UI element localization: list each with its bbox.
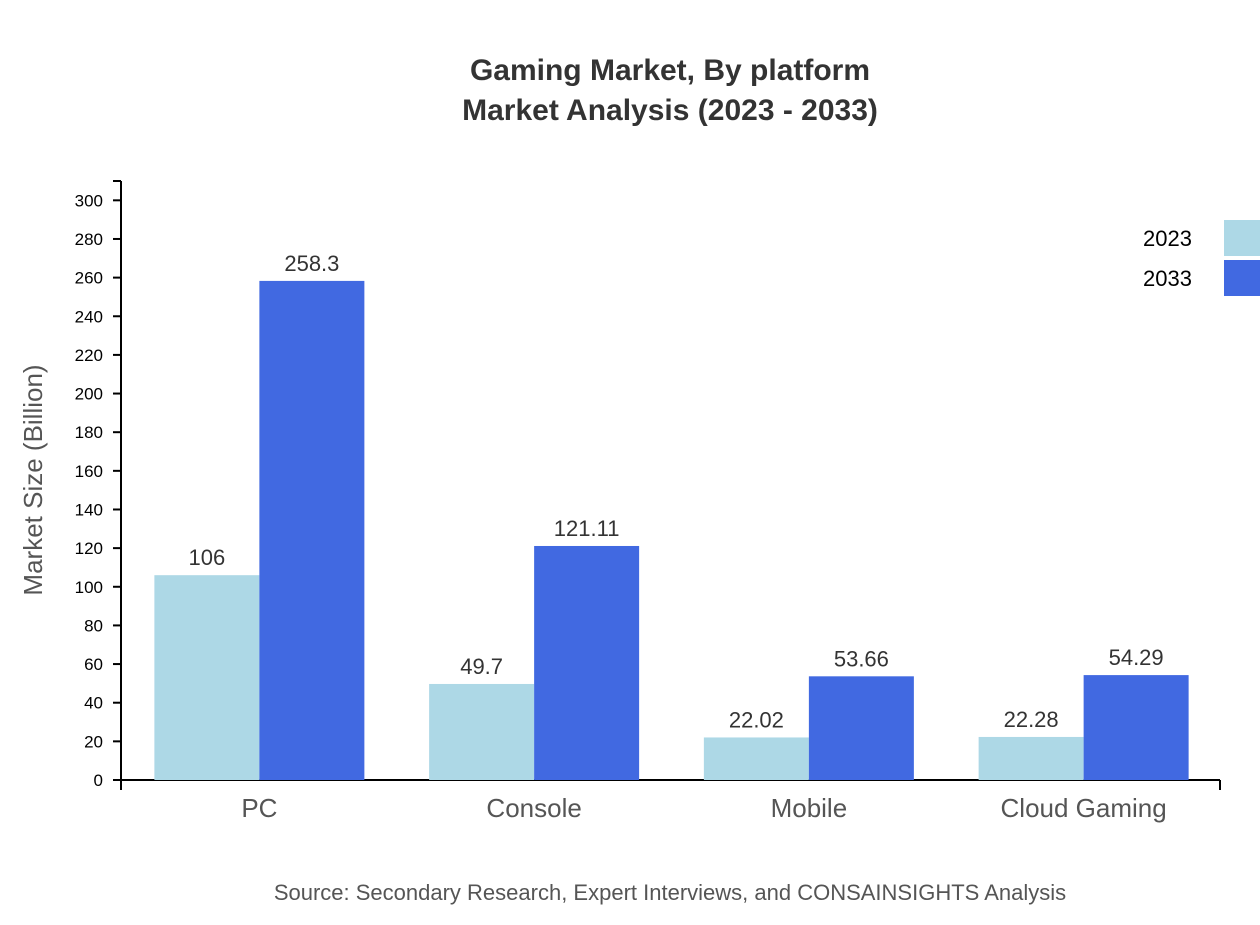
bar-2033 <box>808 676 914 780</box>
y-tick-label: 200 <box>75 385 103 404</box>
y-tick-label: 0 <box>94 771 103 790</box>
x-tick-label: Console <box>486 793 581 823</box>
y-tick-label: 160 <box>75 462 103 481</box>
bar-2033 <box>259 280 365 780</box>
y-tick-label: 40 <box>84 694 103 713</box>
legend-swatch-2033 <box>1224 260 1260 296</box>
y-axis-label: Market Size (Billion) <box>18 364 48 595</box>
bar-2023 <box>429 683 535 780</box>
bar-2023 <box>703 737 809 780</box>
x-tick-label: Cloud Gaming <box>1001 793 1167 823</box>
y-tick-label: 80 <box>84 616 103 635</box>
data-label: 22.28 <box>1004 707 1059 732</box>
y-tick-label: 60 <box>84 655 103 674</box>
data-label: 49.7 <box>460 654 503 679</box>
source-note: Source: Secondary Research, Expert Inter… <box>274 880 1066 905</box>
y-tick-label: 240 <box>75 307 103 326</box>
data-label: 22.02 <box>729 707 784 732</box>
data-label: 121.11 <box>554 516 620 541</box>
bar-2023 <box>978 736 1084 780</box>
chart-subtitle: Market Analysis (2023 - 2033) <box>462 94 878 127</box>
chart-title: Gaming Market, By platform <box>470 54 870 87</box>
y-tick-label: 280 <box>75 230 103 249</box>
legend: 2023 2033 <box>1143 220 1260 296</box>
y-tick-label: 100 <box>75 578 103 597</box>
data-label: 54.29 <box>1109 645 1164 670</box>
y-tick-label: 20 <box>84 732 103 751</box>
bars: 106 258.3 49.7 121.11 22.02 53.66 22.28 54.29 <box>154 251 1189 780</box>
y-axis: 0 20 40 60 80 100 120 140 160 180 200 220 240 260 280 3… <box>75 180 122 790</box>
x-tick-label: Mobile <box>771 793 848 823</box>
x-tick-label: PC <box>241 793 277 823</box>
y-tick-label: 120 <box>75 539 103 558</box>
y-tick-label: 220 <box>75 346 103 365</box>
bar-2023 <box>154 575 260 780</box>
data-label: 106 <box>189 545 226 570</box>
y-tick-label: 140 <box>75 500 103 519</box>
y-tick-label: 300 <box>75 191 103 210</box>
legend-swatch-2023 <box>1224 220 1260 256</box>
data-label: 258.3 <box>284 251 339 276</box>
y-tick-label: 180 <box>75 423 103 442</box>
bar-2033 <box>1083 675 1189 780</box>
x-axis: PC Console Mobile Cloud Gaming <box>120 779 1221 823</box>
legend-label: 2033 <box>1143 266 1192 291</box>
legend-label: 2023 <box>1143 226 1192 251</box>
y-tick-label: 260 <box>75 269 103 288</box>
data-label: 53.66 <box>834 646 889 671</box>
bar-2033 <box>534 545 640 780</box>
